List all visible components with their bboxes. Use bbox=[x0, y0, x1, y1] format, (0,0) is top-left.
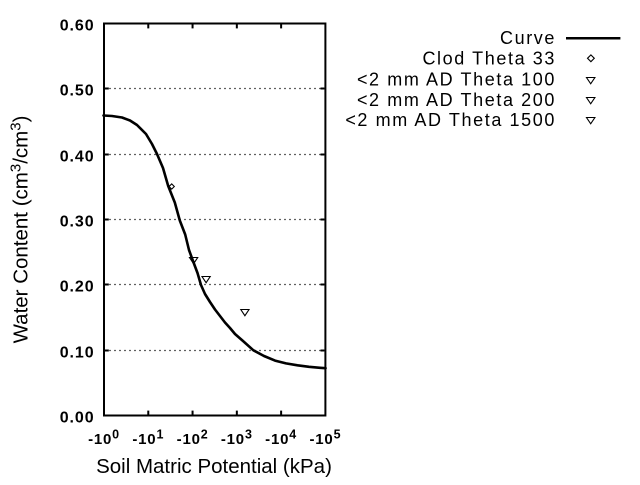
svg-text:Soil Matric Potential (kPa): Soil Matric Potential (kPa) bbox=[96, 455, 332, 478]
svg-text:-101: -101 bbox=[132, 428, 164, 449]
svg-text:<2 mm AD Theta 200: <2 mm AD Theta 200 bbox=[357, 90, 556, 110]
svg-text:0.40: 0.40 bbox=[60, 149, 95, 166]
svg-text:Curve: Curve bbox=[500, 28, 556, 48]
svg-text:<2 mm AD Theta 100: <2 mm AD Theta 100 bbox=[357, 70, 556, 90]
svg-text:<2 mm AD Theta 1500: <2 mm AD Theta 1500 bbox=[345, 110, 556, 130]
svg-text:0.20: 0.20 bbox=[60, 279, 95, 296]
svg-text:-102: -102 bbox=[177, 428, 209, 449]
svg-text:-104: -104 bbox=[265, 428, 297, 449]
svg-text:0.30: 0.30 bbox=[60, 214, 95, 231]
svg-text:0.60: 0.60 bbox=[60, 18, 95, 35]
svg-text:-103: -103 bbox=[221, 428, 253, 449]
svg-text:0.50: 0.50 bbox=[60, 83, 95, 100]
svg-text:-105: -105 bbox=[309, 428, 341, 449]
svg-text:0.00: 0.00 bbox=[60, 410, 95, 427]
svg-text:Water Content (cm3/cm3): Water Content (cm3/cm3) bbox=[8, 116, 33, 344]
svg-text:Clod Theta 33: Clod Theta 33 bbox=[422, 49, 556, 69]
svg-text:0.10: 0.10 bbox=[60, 345, 95, 362]
svg-text:-100: -100 bbox=[88, 428, 120, 449]
